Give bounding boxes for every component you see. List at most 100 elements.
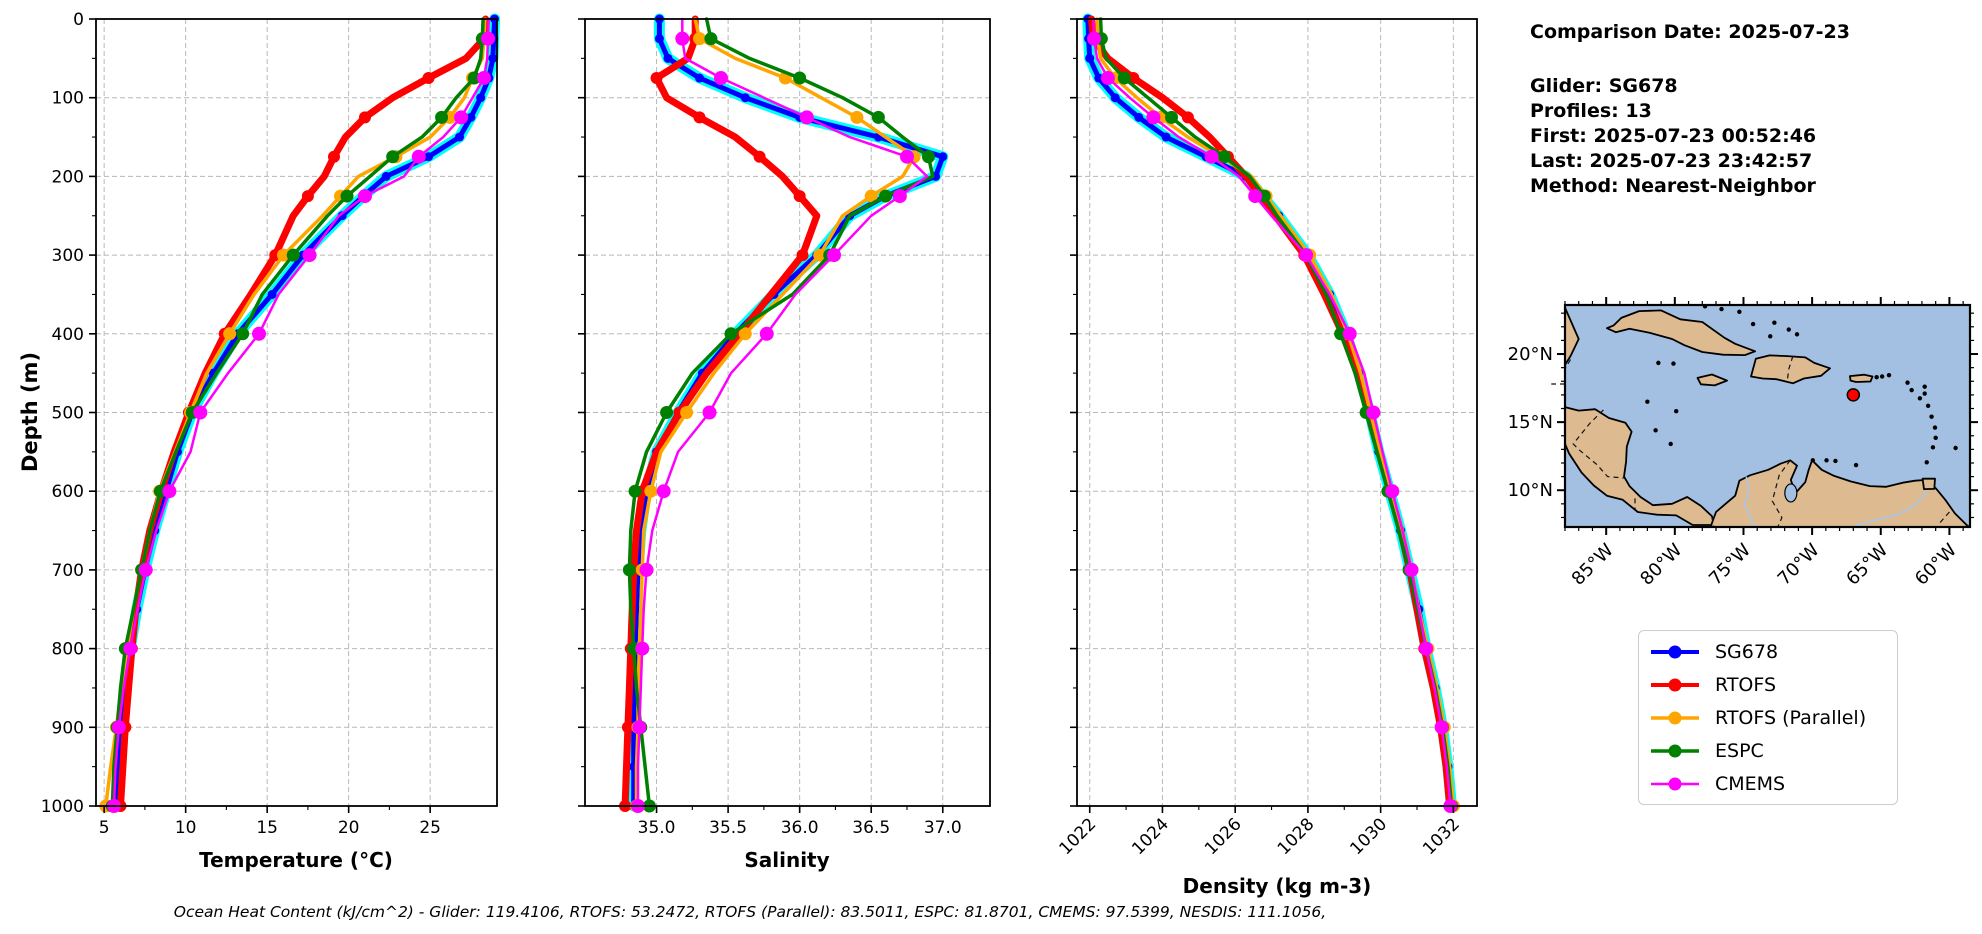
svg-text:1030: 1030 — [1346, 814, 1391, 859]
plot-density-kg-m-3: 1022 1024 1026 1028 1030 1032 — [1056, 13, 1478, 859]
svg-text:800: 800 — [52, 640, 84, 660]
ticks: 1022 1024 1026 1028 1030 1032 — [1056, 18, 1464, 859]
svg-text:35.5: 35.5 — [709, 818, 747, 838]
legend-item-sg678: SG678 — [1639, 635, 1897, 668]
temperature-axis-label: Temperature (°C) — [199, 848, 393, 872]
svg-text:25: 25 — [419, 818, 441, 838]
svg-text:37.0: 37.0 — [924, 818, 962, 838]
map-land — [1551, 306, 1971, 528]
salinity-axis-label: Salinity — [744, 848, 830, 872]
map-border — [1786, 355, 1794, 380]
legend-item-cmems: CMEMS — [1639, 767, 1897, 800]
ticks: 5 10 15 20 25 0 100 200 300 400 500 600 700 800 900 100… — [41, 10, 441, 838]
legend-label: SG678 — [1715, 640, 1779, 663]
map-border — [1711, 516, 1714, 526]
svg-text:5: 5 — [99, 818, 110, 838]
location-map: 20°N 15°N 10°N 85°W 80°W 75°W 70°W 65°W 60°W — [1508, 297, 1978, 590]
series-group — [99, 13, 501, 813]
svg-text:300: 300 — [52, 246, 84, 266]
plot-salinity: 35.0 35.5 36.0 36.5 37.0 — [578, 13, 991, 838]
method: Method: Nearest-Neighbor — [1530, 175, 1816, 197]
map-border — [1939, 511, 1950, 524]
profile-plots-canvas: 5 10 15 20 25 0 100 200 300 400 500 600 700 800 900 100… — [41, 10, 1478, 859]
legend-label: ESPC — [1715, 739, 1764, 762]
map-lon-label: 80°W — [1636, 540, 1686, 590]
svg-text:600: 600 — [52, 482, 84, 502]
series-rtofs-line — [621, 15, 821, 810]
legend-line-espc — [1651, 744, 1699, 757]
series-group — [1082, 13, 1460, 813]
svg-text:36.0: 36.0 — [781, 818, 819, 838]
svg-text:100: 100 — [52, 89, 84, 109]
svg-text:400: 400 — [52, 325, 84, 345]
series-rtofs-markers — [1087, 32, 1456, 812]
series-espc-line — [110, 17, 485, 808]
map-lat-label: 15°N — [1508, 412, 1553, 433]
legend-item-rtofs-parallel: RTOFS (Parallel) — [1639, 701, 1897, 734]
svg-text:35.0: 35.0 — [638, 818, 676, 838]
svg-text:900: 900 — [52, 718, 84, 738]
svg-text:36.5: 36.5 — [852, 818, 890, 838]
svg-text:1026: 1026 — [1201, 814, 1246, 859]
ticks: 35.0 35.5 36.0 36.5 37.0 — [578, 18, 962, 838]
ocean-heat-content-note: Ocean Heat Content (kJ/cm^2) - Glider: 1… — [173, 903, 1327, 921]
plot-temperature-c: 5 10 15 20 25 0 100 200 300 400 500 600 700 800 900 100… — [41, 10, 501, 838]
grid — [96, 18, 497, 807]
svg-text:1024: 1024 — [1128, 814, 1173, 859]
svg-text:1000: 1000 — [41, 797, 84, 817]
legend: SG678 RTOFS RTOFS (Parallel) ESPC CMEMS — [1638, 630, 1898, 805]
map-border — [1572, 409, 1625, 479]
legend-line-cmems — [1651, 777, 1699, 790]
map-lon-label: 60°W — [1911, 540, 1961, 590]
svg-text:500: 500 — [52, 404, 84, 424]
svg-text:700: 700 — [52, 561, 84, 581]
svg-text:10: 10 — [175, 818, 197, 838]
legend-label: RTOFS (Parallel) — [1715, 706, 1867, 729]
series-cmems-markers — [630, 31, 914, 813]
legend-label: RTOFS — [1715, 673, 1777, 696]
legend-line-sg678 — [1651, 645, 1699, 658]
map-lon-label: 65°W — [1842, 540, 1892, 590]
map-frame — [1563, 303, 1972, 529]
svg-text:15: 15 — [256, 818, 278, 838]
map-lat-label: 20°N — [1508, 344, 1553, 365]
info-panel: Comparison Date: 2025-07-23 Glider: SG67… — [1530, 20, 1850, 199]
map-lat-label: 10°N — [1508, 480, 1553, 501]
last-profile-time: Last: 2025-07-23 23:42:57 — [1530, 150, 1813, 172]
map-river — [1855, 489, 1929, 527]
legend-label: CMEMS — [1715, 772, 1786, 795]
series-rtofs-markers — [619, 32, 809, 812]
series-cmems-markers — [1087, 31, 1458, 813]
series-espc-line — [627, 17, 935, 808]
series-cmems-markers — [106, 31, 496, 813]
svg-text:1032: 1032 — [1419, 814, 1464, 859]
glider-position-marker — [1846, 388, 1861, 402]
grid — [585, 18, 990, 807]
map-river — [1743, 476, 1756, 528]
series-rtofs-parallel-markers — [1091, 32, 1460, 813]
svg-text:20: 20 — [338, 818, 360, 838]
series-group — [619, 13, 949, 813]
series-espc-markers — [1094, 32, 1459, 813]
svg-text:1028: 1028 — [1274, 814, 1319, 859]
comparison-date: Comparison Date: 2025-07-23 — [1530, 21, 1850, 43]
legend-item-espc: ESPC — [1639, 734, 1897, 767]
glider-name: Glider: SG678 — [1530, 75, 1678, 97]
map-group: 20°N 15°N 10°N 85°W 80°W 75°W 70°W 65°W 60°W — [1508, 297, 1978, 590]
legend-line-rtofs-parallel — [1651, 711, 1699, 724]
map-border — [1771, 459, 1791, 528]
map-lon-label: 70°W — [1774, 540, 1824, 590]
profiles-count: Profiles: 13 — [1530, 100, 1652, 122]
svg-text:0: 0 — [73, 10, 84, 30]
map-lake — [1784, 483, 1798, 503]
density-axis-label: Density (kg m-3) — [1182, 874, 1372, 898]
map-lon-label: 85°W — [1568, 540, 1618, 590]
legend-item-rtofs: RTOFS — [1639, 668, 1897, 701]
legend-line-rtofs — [1651, 678, 1699, 691]
map-lon-label: 75°W — [1705, 540, 1755, 590]
svg-text:1022: 1022 — [1056, 814, 1101, 859]
first-profile-time: First: 2025-07-23 00:52:46 — [1530, 125, 1817, 147]
grid — [1077, 18, 1477, 807]
svg-text:200: 200 — [52, 167, 84, 187]
